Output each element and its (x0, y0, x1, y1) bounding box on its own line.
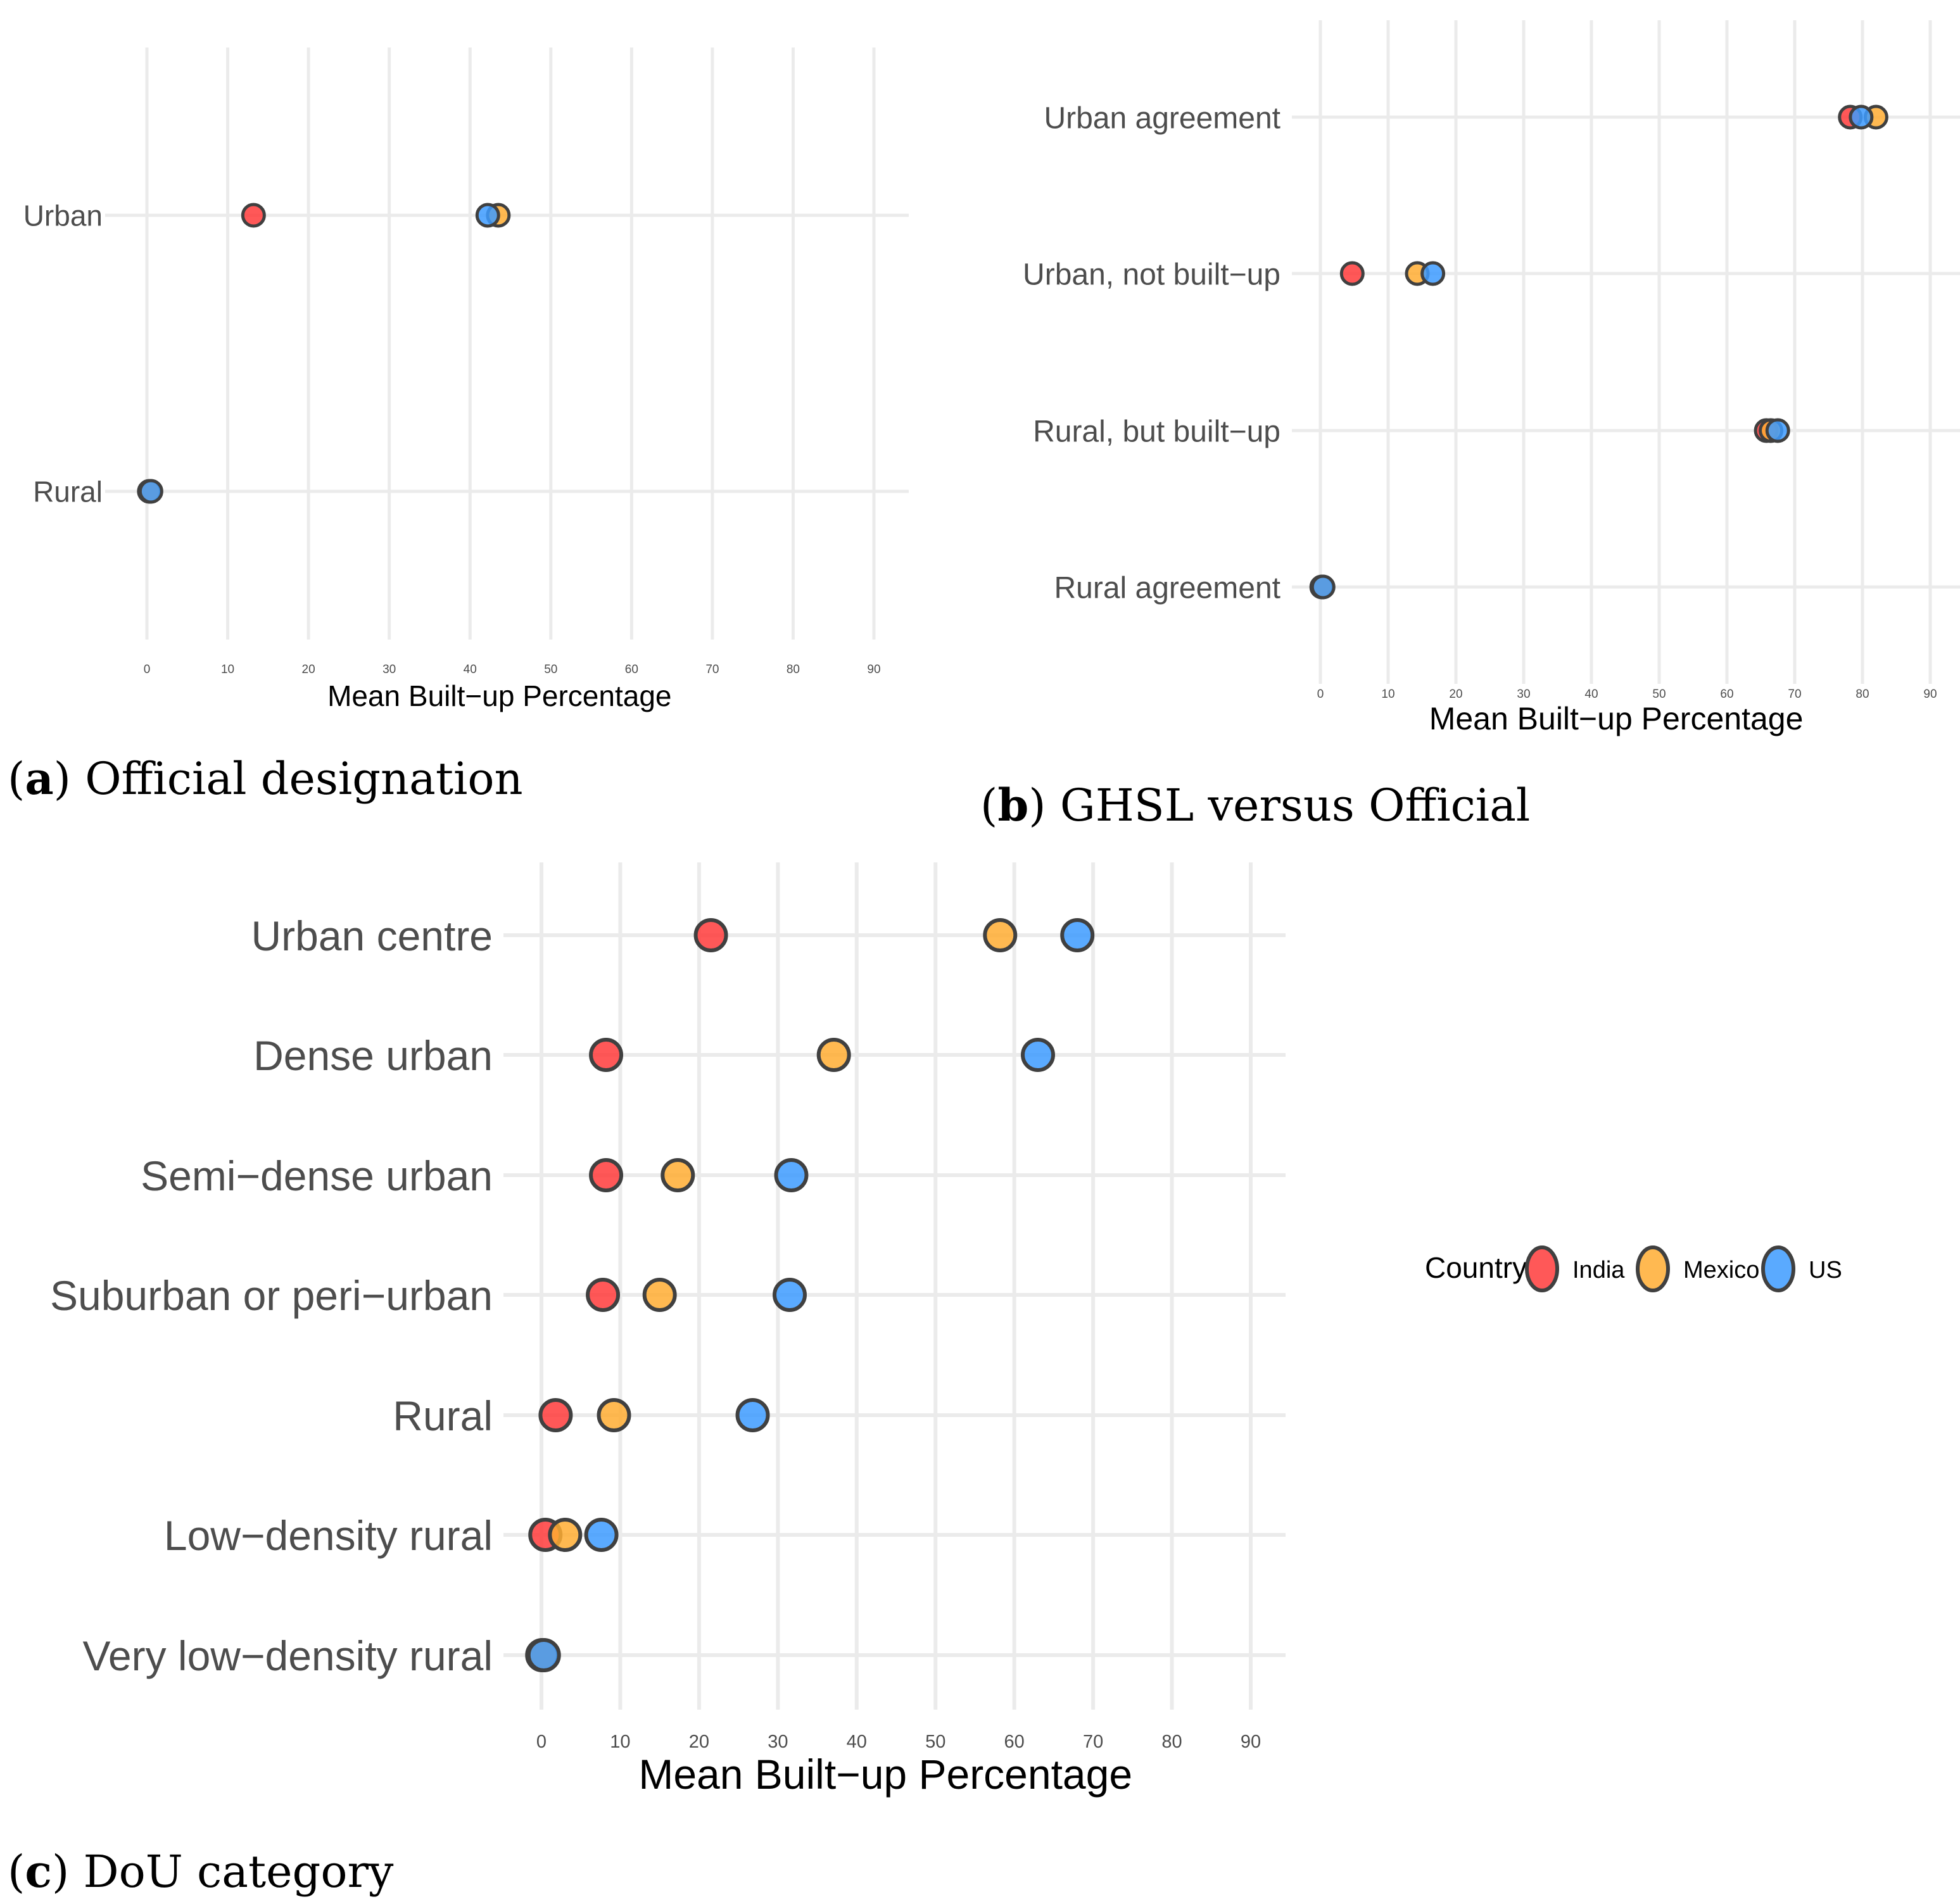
x-tick-label: 40 (847, 1732, 867, 1752)
x-axis-title: Mean Built−up Percentage (1429, 701, 1804, 736)
y-category-label: Dense urban (253, 1032, 493, 1079)
y-category-label: Rural, but built−up (1033, 415, 1280, 448)
point-india (693, 918, 728, 952)
point-mexico (983, 918, 1018, 952)
point-india (589, 1158, 624, 1192)
caption-c: (c) DoU category (8, 1845, 394, 1898)
y-category-label: Rural agreement (1054, 571, 1280, 605)
legend-key-us (1761, 1245, 1795, 1292)
y-category-label: Very low−density rural (83, 1632, 493, 1679)
point-us (475, 203, 500, 228)
panel-a-official-designation: Urban Rural 0 10 20 30 40 50 60 70 80 90 Mean Built−… (23, 47, 909, 712)
caption-a: (a) Official designation (8, 752, 523, 805)
point-mexico (548, 1518, 583, 1552)
point-us (138, 479, 163, 504)
point-us (735, 1398, 770, 1432)
x-tick-label: 80 (787, 663, 800, 676)
x-tick-label: 60 (1004, 1732, 1025, 1752)
point-us (1060, 918, 1095, 952)
x-tick-label: 90 (1923, 688, 1937, 701)
point-mexico (661, 1158, 695, 1192)
x-tick-label: 90 (867, 663, 880, 676)
x-tick-label: 30 (768, 1732, 788, 1752)
x-tick-label: 20 (689, 1732, 709, 1752)
point-mexico (597, 1398, 631, 1432)
legend-key-india (1525, 1245, 1559, 1292)
legend: Country India Mexico US (1425, 1245, 1842, 1292)
y-category-label: Urban centre (251, 912, 493, 959)
point-india (241, 203, 266, 228)
panel-b-ghsl-versus-official: Urban agreement Urban, not built−up Rural,… (1023, 20, 1960, 736)
x-tick-label: 60 (625, 663, 638, 676)
x-tick-label: 20 (1449, 688, 1462, 701)
x-tick-label: 0 (144, 663, 151, 676)
y-category-label: Urban, not built−up (1023, 258, 1280, 291)
point-us (1765, 418, 1790, 443)
x-tick-label: 30 (383, 663, 396, 676)
y-category-label: Urban (23, 199, 103, 232)
x-tick-label: 40 (464, 663, 477, 676)
point-mexico (816, 1038, 851, 1072)
x-tick-label: 90 (1241, 1732, 1261, 1752)
legend-label: India (1572, 1257, 1625, 1283)
point-india (538, 1398, 573, 1432)
point-us (526, 1638, 561, 1672)
point-us (1021, 1038, 1055, 1072)
y-category-label: Semi−dense urban (141, 1152, 493, 1199)
x-tick-label: 70 (705, 663, 719, 676)
y-category-label: Rural (393, 1392, 493, 1439)
legend-label: Mexico (1683, 1257, 1759, 1283)
legend-label: US (1809, 1257, 1842, 1283)
caption-b: (b) GHSL versus Official (980, 779, 1530, 831)
point-us (584, 1518, 619, 1552)
x-tick-label: 50 (1652, 688, 1666, 701)
x-tick-label: 50 (925, 1732, 945, 1752)
point-us (1310, 574, 1336, 600)
x-tick-label: 10 (610, 1732, 630, 1752)
point-india (589, 1038, 624, 1072)
x-tick-label: 60 (1720, 688, 1733, 701)
x-tick-label: 80 (1161, 1732, 1182, 1752)
x-tick-label: 30 (1517, 688, 1530, 701)
x-tick-label: 70 (1083, 1732, 1103, 1752)
x-tick-label: 40 (1584, 688, 1598, 701)
x-tick-label: 80 (1856, 688, 1869, 701)
x-tick-label: 50 (544, 663, 557, 676)
point-india (586, 1278, 621, 1312)
x-tick-label: 20 (302, 663, 315, 676)
x-tick-label: 10 (221, 663, 234, 676)
x-axis-title: Mean Built−up Percentage (638, 1751, 1132, 1798)
x-tick-label: 70 (1788, 688, 1801, 701)
legend-key-mexico (1636, 1245, 1670, 1292)
x-tick-label: 0 (1317, 688, 1324, 701)
x-axis-title: Mean Built−up Percentage (327, 679, 671, 712)
x-tick-label: 10 (1381, 688, 1394, 701)
y-category-label: Rural (33, 476, 103, 508)
point-us (774, 1158, 809, 1192)
point-us (1420, 261, 1446, 286)
x-tick-label: 0 (536, 1732, 547, 1752)
point-mexico (642, 1278, 677, 1312)
point-us (1849, 104, 1874, 130)
y-category-label: Urban agreement (1044, 101, 1280, 135)
point-india (1339, 261, 1365, 286)
y-category-label: Suburban or peri−urban (50, 1272, 493, 1319)
panel-c-dou-category: Urban centre Dense urban Semi−dense urban S… (50, 862, 1286, 1798)
legend-title: Country (1425, 1251, 1527, 1284)
y-category-label: Low−density rural (164, 1512, 493, 1559)
point-us (773, 1278, 807, 1312)
